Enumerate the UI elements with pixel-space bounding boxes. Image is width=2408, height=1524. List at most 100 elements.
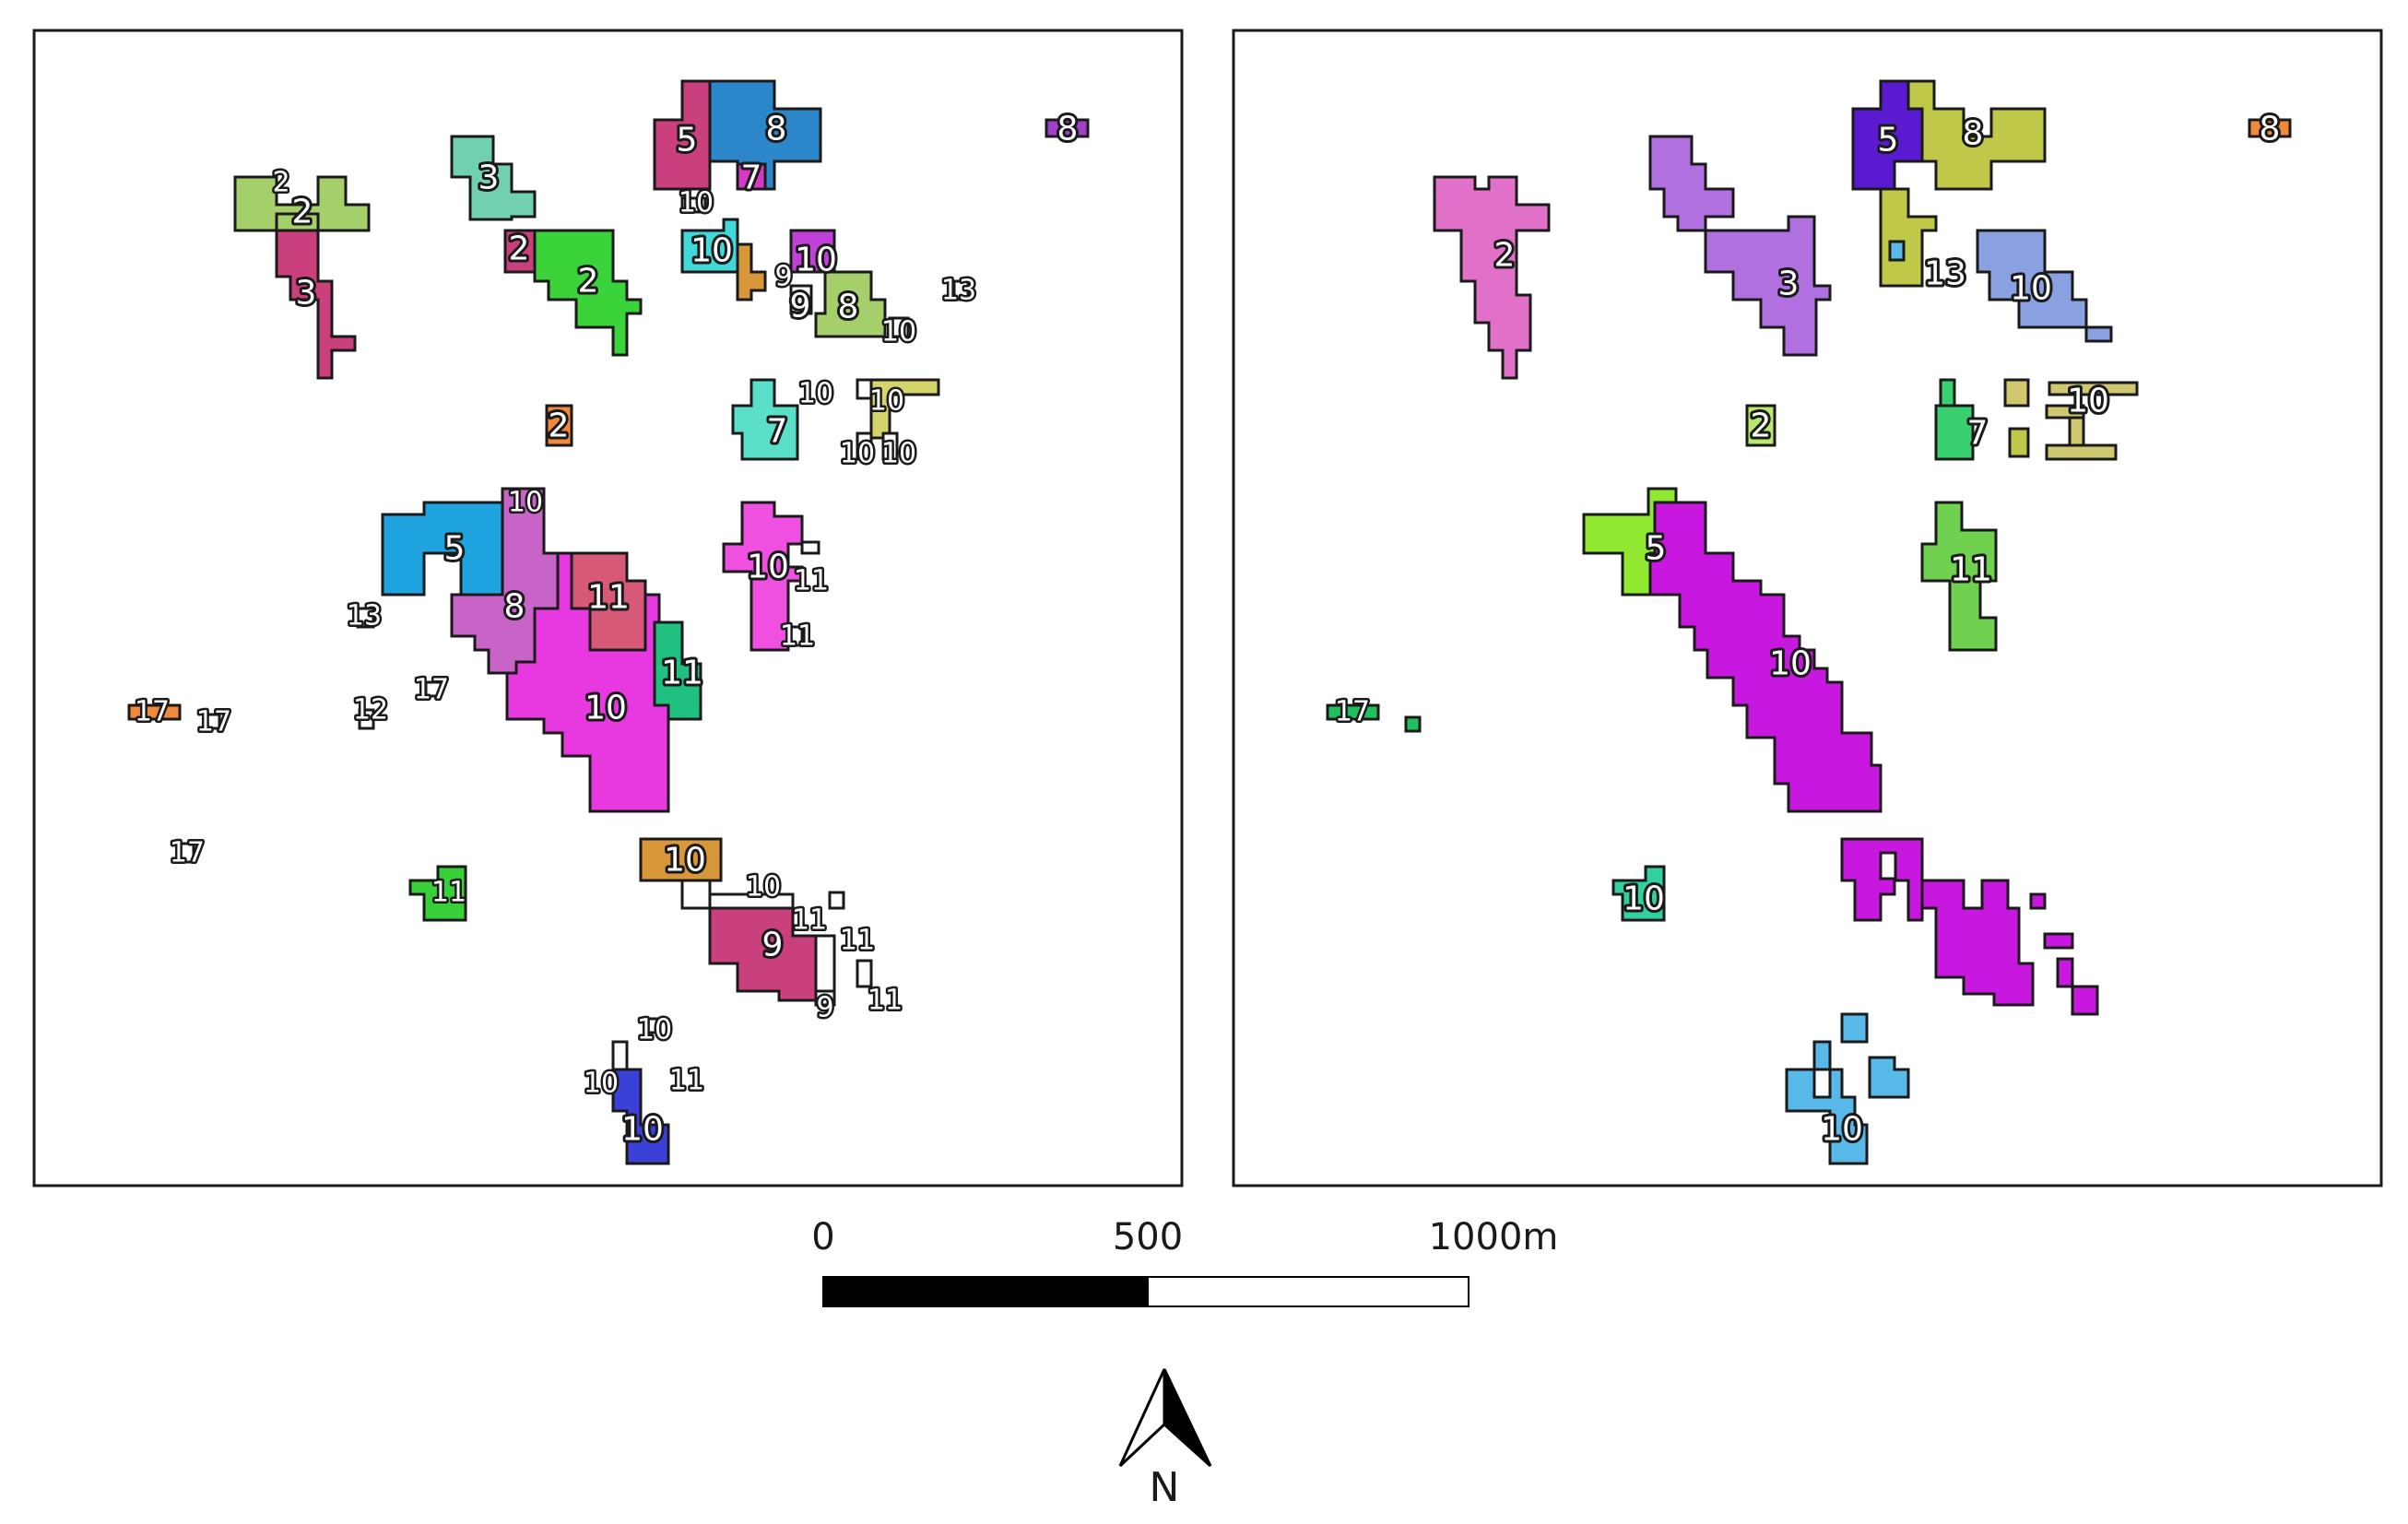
- label-left-16: 13: [941, 275, 976, 307]
- fragment-right-j: [1920, 879, 2035, 1007]
- patch-left-49: [611, 1040, 629, 1071]
- patch-left-47: [856, 959, 873, 988]
- patch-left-23: [881, 431, 899, 461]
- map-frame-right: [1232, 29, 2383, 1187]
- label-left-48: 10: [584, 1068, 619, 1100]
- label-left-24: 10: [508, 487, 543, 519]
- fragment-right-p: [1812, 1068, 1832, 1099]
- fragment-right-d: [2068, 416, 2085, 447]
- patch-right-9: [2003, 378, 2030, 408]
- label-left-34: 17: [414, 674, 449, 706]
- label-left-10: 10: [679, 187, 714, 219]
- label-left-7: 3: [478, 159, 500, 197]
- patch-left-38: [178, 842, 195, 864]
- label-right-10: 5: [1646, 530, 1667, 568]
- label-left-15: 8: [838, 289, 859, 326]
- label-right-2: 8: [2260, 111, 2281, 148]
- patch-right-4: [1648, 135, 1832, 357]
- label-left-39: 11: [431, 877, 466, 909]
- label-left-50: 10: [621, 1111, 664, 1149]
- label-left-8: 2: [509, 230, 530, 268]
- label-left-45: 9: [816, 992, 833, 1024]
- fragment-right-h: [1888, 240, 1906, 262]
- north-label: N: [1150, 1464, 1180, 1511]
- label-left-14: 9: [790, 288, 811, 325]
- label-left-46: 11: [868, 985, 903, 1017]
- patch-right-14: [1611, 865, 1666, 922]
- label-left-44: 11: [840, 925, 875, 957]
- label-left-49: 11: [669, 1065, 704, 1097]
- label-left-1: 8: [766, 111, 787, 148]
- fragment-right-k: [1879, 851, 1897, 880]
- label-left-27: 11: [587, 579, 630, 617]
- patch-left-29: [653, 620, 702, 721]
- label-right-11: 10: [1769, 645, 1812, 683]
- patch-left-46: [828, 891, 845, 910]
- patch-left-37: [203, 713, 221, 730]
- patch-left-36: [127, 703, 182, 721]
- patch-right-15: [1840, 1012, 1869, 1044]
- label-left-28: 10: [584, 690, 627, 727]
- patch-right-13: [1326, 703, 1380, 721]
- fragment-right-e: [2045, 443, 2118, 461]
- label-right-14: 10: [1623, 880, 1665, 918]
- patch-right-8: [1934, 404, 1975, 461]
- label-left-33: 13: [347, 600, 382, 632]
- fragment-right-l: [2029, 892, 2047, 910]
- patch-left-17: [888, 316, 910, 338]
- patch-left-45: [814, 989, 836, 1007]
- fragment-right-g: [1404, 715, 1422, 733]
- scale-label-0: 0: [811, 1216, 834, 1258]
- patch-right-1: [1906, 79, 2047, 191]
- north-arrow-left-half: [1118, 1368, 1166, 1468]
- label-left-41: 10: [746, 871, 781, 904]
- patch-left-21: [545, 404, 573, 447]
- label-left-12: 9: [774, 261, 792, 293]
- fragment-right-a: [2008, 427, 2030, 458]
- label-left-20: 7: [767, 413, 788, 451]
- north-arrow: N: [1118, 1368, 1212, 1511]
- patch-left-30: [722, 501, 804, 652]
- patch-left-1: [708, 79, 822, 191]
- fragment-right-o: [1785, 1040, 1869, 1165]
- patch-left-32: [786, 625, 804, 647]
- patch-left-39: [408, 865, 467, 922]
- patch-left-48: [643, 1017, 661, 1034]
- patch-left-43: [708, 906, 818, 1002]
- label-left-25: 5: [444, 530, 466, 568]
- patch-left-22: [856, 431, 873, 461]
- label-left-37: 17: [196, 706, 231, 738]
- label-right-3: 2: [1494, 237, 1516, 275]
- patch-left-2: [736, 162, 767, 191]
- label-right-1: 8: [1963, 115, 1984, 153]
- patch-left-20: [731, 378, 799, 461]
- patch-right-12: [1920, 501, 1998, 652]
- label-right-15: 10: [1821, 1111, 1863, 1149]
- label-left-18: 10: [798, 378, 833, 410]
- fragment-right-f: [1939, 378, 1956, 408]
- label-left-23: 10: [881, 438, 916, 470]
- label-right-7: 2: [1751, 408, 1772, 445]
- patch-right-7: [1745, 404, 1776, 447]
- patch-left-10: [680, 196, 707, 214]
- patch-left-50: [611, 1068, 670, 1165]
- label-right-8: 7: [1967, 415, 1989, 453]
- patch-left-16: [952, 279, 970, 301]
- label-right-0: 5: [1878, 122, 1899, 159]
- scale-label-500: 500: [1113, 1216, 1183, 1258]
- label-left-5: 2: [292, 194, 313, 231]
- patch-right-6: [1976, 229, 2113, 343]
- patch-left-14: [789, 284, 813, 315]
- fragment-right-n: [2056, 957, 2099, 1016]
- fragment-right-b: [2048, 381, 2139, 396]
- patch-left-35: [358, 708, 375, 730]
- label-left-22: 10: [840, 438, 875, 470]
- label-left-4: 2: [272, 167, 289, 199]
- patch-right-2: [2248, 118, 2292, 138]
- label-left-29: 11: [661, 655, 703, 692]
- label-right-5: 13: [1924, 255, 1966, 293]
- label-right-4: 3: [1778, 266, 1800, 303]
- fragment-right-m: [2043, 932, 2074, 950]
- label-left-26: 8: [504, 588, 525, 626]
- label-left-6: 3: [296, 275, 317, 313]
